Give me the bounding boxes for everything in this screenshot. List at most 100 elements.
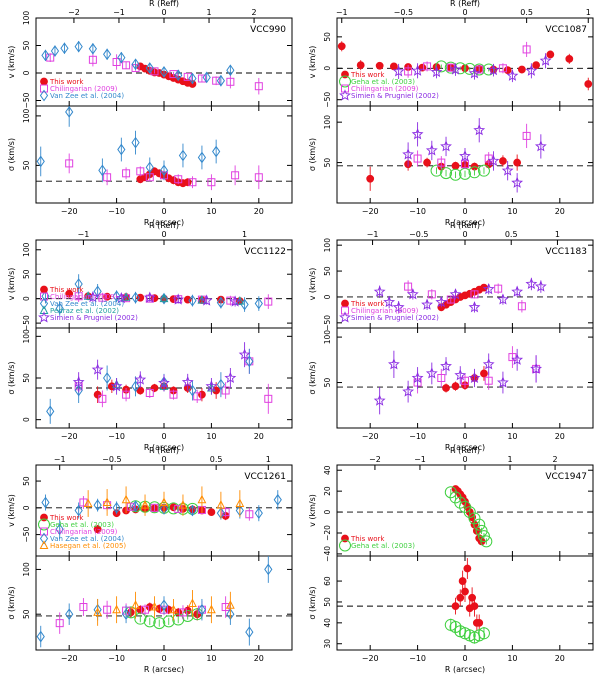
data-point (480, 369, 488, 378)
marker-star (525, 64, 538, 76)
y-tick-label: 30 (323, 639, 332, 649)
data-point (411, 371, 424, 384)
dispersion-axis-label: σ (km/s) (308, 586, 317, 619)
marker-diamond (159, 503, 169, 515)
data-point (36, 630, 45, 643)
data-point (159, 503, 169, 515)
marker-diamond (39, 297, 49, 310)
data-point (112, 604, 122, 614)
galaxy-title: VCC1183 (545, 247, 587, 257)
marker-dot (337, 42, 346, 51)
marker-diamond (131, 58, 140, 71)
data-point (103, 173, 112, 182)
x-tick-label: 20 (555, 654, 565, 663)
marker-square (446, 295, 455, 304)
data-point (339, 539, 351, 552)
data-point (88, 42, 97, 55)
data-point (423, 62, 432, 71)
marker-dot (532, 61, 541, 70)
x-axis-label: R (arcsec) (445, 665, 485, 674)
marker-square (40, 292, 48, 301)
data-point (506, 69, 519, 81)
data-point (421, 298, 433, 310)
marker-square (212, 76, 221, 85)
data-point (468, 512, 481, 525)
data-point (499, 157, 507, 165)
marker-square (197, 74, 206, 83)
legend-label: Geha et al. (2003) (351, 542, 415, 550)
data-point (413, 154, 422, 163)
data-point (65, 289, 74, 298)
x-tick-label: 0 (462, 432, 467, 441)
marker-square (254, 82, 263, 91)
data-point (141, 605, 150, 614)
marker-star (387, 358, 400, 370)
dispersion-axis-label: σ (km/s) (308, 361, 317, 394)
marker-square (427, 290, 436, 299)
data-point (140, 500, 150, 509)
top-tick-label: 0 (161, 230, 166, 239)
marker-star (110, 380, 123, 392)
marker-star (497, 293, 509, 305)
marker-circle (477, 164, 490, 177)
marker-circle (38, 518, 50, 531)
marker-square (484, 376, 493, 385)
marker-star (435, 295, 448, 308)
marker-circle (454, 496, 467, 509)
data-point (98, 164, 107, 177)
data-point (517, 302, 526, 311)
data-point (404, 282, 413, 291)
marker-star (406, 288, 419, 300)
y-tick-label: 100 (323, 115, 332, 130)
marker-square (404, 67, 413, 76)
data-point (41, 49, 50, 62)
marker-dot (456, 593, 465, 602)
data-point (437, 374, 446, 382)
data-point (143, 291, 156, 303)
marker-triangle (178, 500, 188, 509)
data-point (197, 151, 207, 164)
marker-diamond (245, 355, 254, 368)
data-point (159, 497, 169, 506)
marker-star (534, 280, 547, 292)
data-point (197, 494, 207, 504)
velocity-axis-label: v (km/s) (7, 46, 16, 79)
marker-dot (93, 390, 102, 399)
y-tick-label: 50 (323, 597, 332, 607)
data-point (475, 524, 488, 537)
marker-square (498, 64, 507, 73)
top-axis-label: R (Reff) (450, 446, 480, 455)
x-axis-label: R (arcsec) (144, 218, 184, 227)
marker-square (98, 293, 107, 302)
legend-label: This work (350, 300, 385, 308)
marker-diamond (39, 89, 49, 102)
data-point (131, 500, 140, 513)
x-tick-label: 0 (462, 654, 467, 663)
data-point (188, 294, 197, 307)
marker-star (482, 282, 495, 295)
marker-star (487, 63, 500, 76)
marker-diamond (117, 143, 126, 156)
y-tick-label: 0 (323, 294, 332, 299)
x-axis-label: R (arcsec) (144, 665, 184, 674)
marker-circle (480, 535, 493, 548)
data-point (373, 394, 386, 406)
marker-square (437, 374, 446, 382)
y-tick-label: 100 (22, 109, 31, 124)
marker-diamond (131, 291, 140, 304)
data-point (451, 382, 460, 391)
marker-star (392, 301, 405, 313)
top-axis-label: R (Reff) (450, 221, 480, 230)
marker-star (411, 128, 424, 140)
x-tick-label: 10 (507, 432, 517, 441)
data-point (103, 48, 112, 61)
data-point (534, 140, 547, 152)
top-tick-label: 0.5 (520, 8, 533, 17)
data-point (225, 600, 235, 609)
marker-square (341, 84, 349, 93)
data-point (193, 392, 202, 401)
marker-circle (444, 61, 457, 74)
marker-diamond (197, 151, 207, 164)
marker-square (141, 605, 150, 614)
